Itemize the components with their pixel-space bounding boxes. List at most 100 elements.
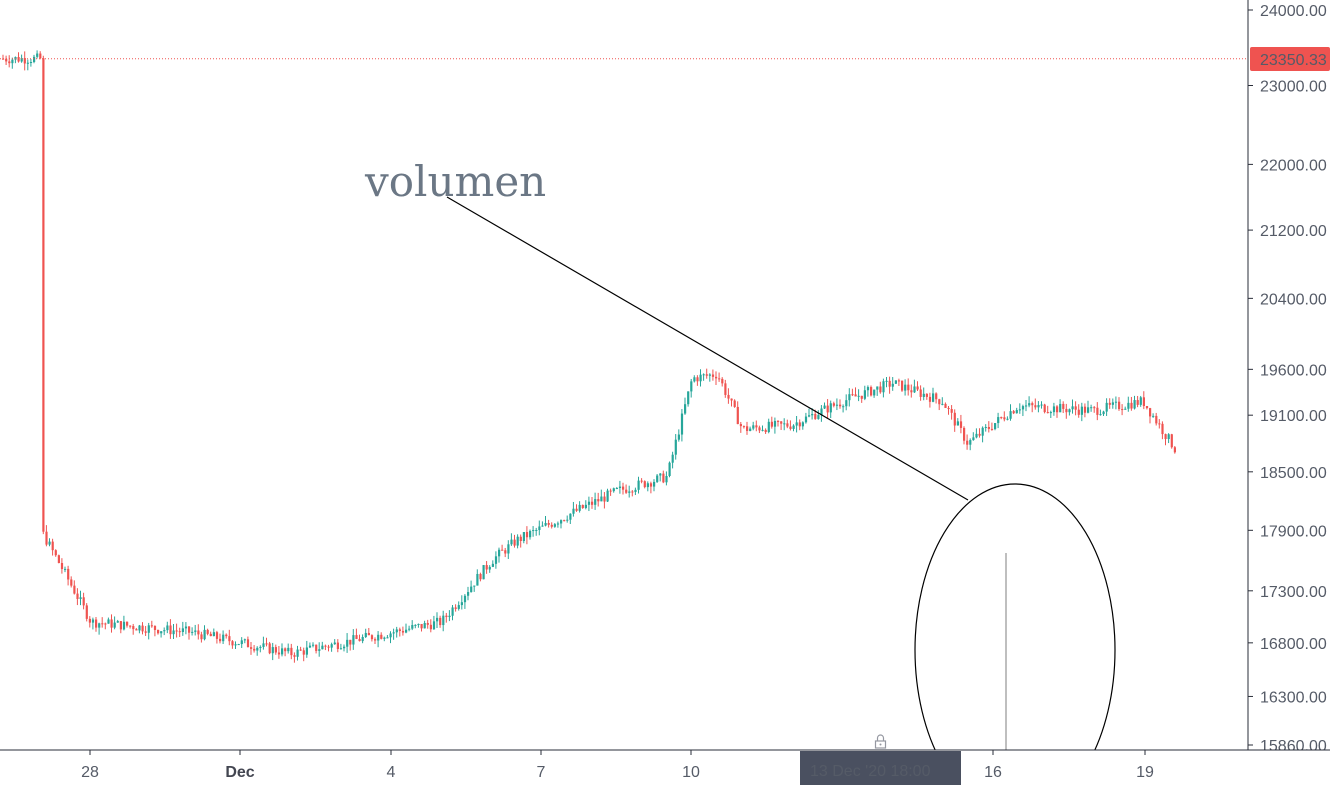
candle-up (389, 633, 392, 638)
candle-down (8, 61, 11, 64)
annotation-line[interactable] (446, 196, 969, 501)
candle-down (95, 619, 98, 628)
candle-up (801, 422, 804, 427)
candle-down (730, 398, 733, 401)
candle-down (169, 625, 172, 635)
candle-down (188, 626, 191, 633)
price-axis[interactable]: 24000.00 23000.00 22000.00 21200.00 20400.00… (1247, 0, 1330, 792)
candle-down (742, 426, 746, 428)
candle-up (873, 389, 876, 396)
candle-down (625, 489, 628, 493)
time-tick-label: 4 (387, 764, 396, 781)
candle-up (411, 625, 414, 629)
candle-down (1173, 447, 1176, 453)
candle-up (510, 539, 513, 545)
candle-down (643, 481, 646, 488)
candle-up (866, 387, 870, 391)
annotation-ellipse[interactable] (914, 483, 1116, 792)
candle-up (969, 440, 972, 445)
candle-down (1065, 408, 1068, 413)
candle-down (54, 550, 57, 556)
candle-up (674, 439, 677, 455)
candle-down (1108, 402, 1111, 405)
candle-up (181, 628, 184, 633)
candle-down (501, 549, 504, 551)
last-price-tag: 23350.33 (1250, 47, 1330, 71)
candle-down (1000, 417, 1003, 419)
candle-up (981, 427, 984, 436)
candle-up (684, 404, 687, 414)
candle-up (656, 475, 659, 482)
candle-up (498, 549, 501, 557)
candle-up (587, 501, 591, 505)
candle-up (160, 631, 163, 634)
candle-down (547, 523, 550, 525)
candle-down (1083, 406, 1087, 413)
candle-up (628, 491, 631, 493)
candle-up (113, 622, 116, 628)
candle-down (789, 426, 792, 429)
candle-down (153, 625, 157, 631)
time-tick-label: 16 (984, 764, 1002, 781)
annotation-text[interactable]: volumen (364, 157, 546, 206)
candle-down (336, 642, 339, 649)
candle-up (212, 632, 215, 637)
candle-up (1040, 404, 1043, 406)
price-tick-label: 17300.00 (1260, 584, 1327, 601)
time-axis[interactable]: 28 Dec 4 7 10 16 19 (0, 749, 1330, 792)
candle-up (507, 544, 510, 554)
candle-down (135, 629, 138, 631)
candle-down (944, 403, 947, 408)
candle-up (467, 592, 470, 596)
candle-up (783, 423, 786, 425)
candle-up (343, 646, 346, 649)
candle-up (296, 649, 299, 657)
candle-up (1080, 406, 1083, 415)
candle-down (277, 652, 281, 655)
candle-down (132, 626, 135, 630)
candle-up (1009, 411, 1012, 419)
candle-down (23, 58, 26, 64)
candle-up (1049, 412, 1052, 414)
candle-down (770, 421, 773, 427)
candle-down (5, 58, 8, 62)
candle-up (451, 607, 454, 616)
candle-up (556, 523, 560, 525)
annotation-layer[interactable]: volumen (364, 157, 1116, 792)
candle-down (1136, 400, 1139, 405)
candle-down (70, 579, 73, 586)
candle-down (888, 380, 891, 387)
candle-up (392, 632, 395, 634)
candle-up (1068, 409, 1071, 413)
candle-up (1102, 411, 1105, 415)
candle-up (659, 473, 662, 476)
candle-up (566, 519, 569, 521)
candle-down (879, 386, 882, 393)
candle-down (640, 480, 643, 482)
lock-icon[interactable] (874, 734, 887, 749)
price-tick-label: 19100.00 (1260, 408, 1327, 425)
candle-up (677, 434, 680, 440)
candle-up (442, 615, 445, 626)
candle-up (1105, 402, 1108, 412)
price-tick-label: 16300.00 (1260, 689, 1327, 706)
candle-down (1170, 434, 1173, 448)
time-tick-label: 7 (537, 764, 546, 781)
candle-down (854, 394, 857, 397)
candle-down (141, 625, 144, 632)
candle-down (916, 386, 919, 390)
candle-up (79, 597, 82, 599)
candle-up (811, 413, 814, 416)
candle-up (436, 617, 439, 622)
candle-down (265, 643, 268, 645)
candle-down (445, 615, 448, 618)
candle-up (823, 405, 826, 409)
price-tick-label: 18500.00 (1260, 465, 1327, 482)
candle-up (1099, 414, 1102, 416)
candle-up (885, 380, 888, 382)
candle-down (1145, 406, 1149, 409)
candle-up (262, 643, 265, 647)
candle-up (690, 381, 693, 392)
